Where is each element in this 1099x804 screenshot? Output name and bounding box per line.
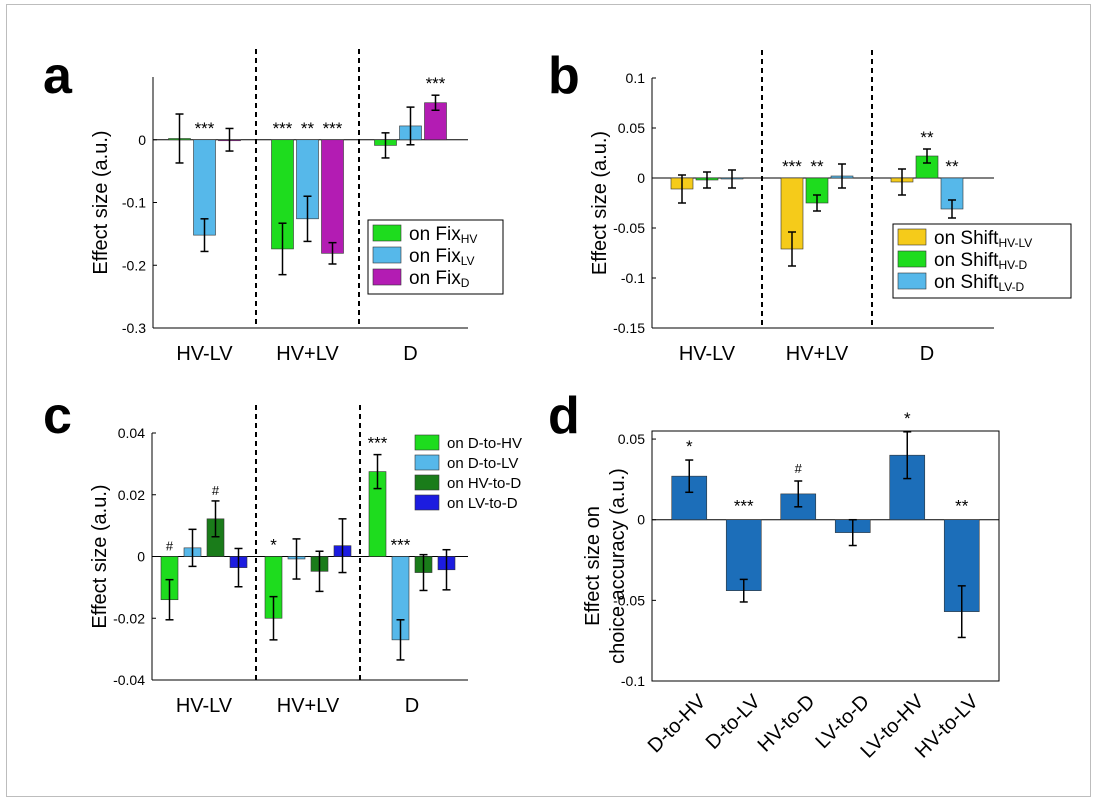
y-tick-label: 0 <box>637 170 645 186</box>
y-tick-label: 0 <box>138 132 146 148</box>
y-tick-label: -0.04 <box>113 672 145 688</box>
y-tick-label: -0.1 <box>122 195 146 211</box>
legend-label: on FixHV <box>409 224 477 246</box>
y-tick-label: -0.15 <box>613 320 645 336</box>
x-tick-label: HV-LV <box>679 343 736 365</box>
x-tick-label: HV-to-D <box>754 691 820 757</box>
legend-swatch <box>372 246 402 264</box>
y-tick-label: -0.2 <box>122 257 146 273</box>
panel-letter-b: b <box>548 47 580 105</box>
legend-swatch <box>414 454 440 471</box>
significance-mark: # <box>212 483 220 498</box>
significance-mark: * <box>270 536 277 555</box>
significance-mark: *** <box>391 536 411 555</box>
y-tick-label: -0.1 <box>621 270 645 286</box>
panel-a: 0 -0.1 -0.2 -0.3 Effect size (a.u.) HV-LV *** H… <box>90 49 504 365</box>
significance-mark: ** <box>301 119 315 138</box>
significance-mark: *** <box>426 74 446 93</box>
x-tick-label: HV+LV <box>786 343 849 365</box>
significance-mark: *** <box>273 119 293 138</box>
y-tick-label: 0 <box>637 512 645 528</box>
legend-swatch <box>414 434 440 451</box>
y-tick-label: 0.02 <box>118 487 145 503</box>
panel-letter-c: c <box>43 387 72 445</box>
legend-swatch <box>414 494 440 511</box>
panel-d: 0.05 0 -0.05 -0.1 Effect size on choice accur… <box>582 409 1000 762</box>
legend-label: on D-to-LV <box>447 455 518 472</box>
y-axis-label: choice accuracy (a.u.) <box>607 468 629 664</box>
y-tick-label: 0 <box>137 549 145 565</box>
significance-mark: *** <box>323 119 343 138</box>
legend-label: on LV-to-D <box>447 495 518 512</box>
x-tick-label: HV+LV <box>276 343 339 365</box>
legend-swatch <box>372 268 402 286</box>
legend-swatch <box>414 474 440 491</box>
significance-mark: # <box>166 539 174 554</box>
x-tick-label: HV+LV <box>277 695 340 717</box>
y-tick-label: 0.1 <box>626 70 646 86</box>
significance-mark: *** <box>734 497 754 516</box>
x-tick-label: D <box>405 695 419 717</box>
significance-mark: *** <box>782 157 802 176</box>
significance-mark: *** <box>195 119 215 138</box>
legend-label: on FixD <box>409 268 470 290</box>
legend-swatch <box>372 224 402 242</box>
y-tick-label: -0.1 <box>621 673 645 689</box>
panel-letter-a: a <box>43 47 73 105</box>
y-tick-label: -0.05 <box>613 220 645 236</box>
significance-mark: ** <box>920 128 934 147</box>
y-tick-label: 0.05 <box>618 431 645 447</box>
figure-canvas: a b c d 0 -0.1 -0.2 -0.3 Effect size (a.u.) H… <box>43 47 1072 762</box>
significance-mark: ** <box>945 157 959 176</box>
legend-label: on D-to-HV <box>447 435 522 452</box>
panel-letter-d: d <box>548 387 580 445</box>
figure-frame: a b c d 0 -0.1 -0.2 -0.3 Effect size (a.u.) H… <box>6 4 1091 797</box>
x-tick-label: HV-LV <box>176 695 233 717</box>
x-tick-label: HV-LV <box>176 343 233 365</box>
bar <box>321 139 344 254</box>
legend-swatch <box>897 228 927 246</box>
y-axis-label: Effect size on <box>582 506 604 626</box>
significance-mark: * <box>686 437 693 456</box>
significance-mark: ** <box>810 157 824 176</box>
y-axis-label: Effect size (a.u.) <box>89 484 111 628</box>
y-axis-label: Effect size (a.u.) <box>90 130 112 274</box>
y-tick-label: 0.05 <box>618 120 645 136</box>
y-tick-label: 0.04 <box>118 425 145 441</box>
legend-label: on HV-to-D <box>447 475 521 492</box>
significance-mark: ** <box>955 497 969 516</box>
panel-b: 0.1 0.05 0 -0.05 -0.1 -0.15 Effect size (a.u.)… <box>589 50 1072 365</box>
legend-swatch <box>897 250 927 268</box>
x-tick-label: D <box>403 343 417 365</box>
y-tick-label: -0.02 <box>113 610 145 626</box>
x-tick-label: D <box>920 343 934 365</box>
significance-mark: * <box>904 409 911 428</box>
panel-c: 0.04 0.02 0 -0.02 -0.04 Effect size (a.u.) HV-… <box>89 405 522 717</box>
significance-mark: *** <box>368 434 388 453</box>
y-tick-label: -0.05 <box>613 592 645 608</box>
significance-mark: # <box>795 461 803 476</box>
y-axis-label: Effect size (a.u.) <box>589 131 611 275</box>
x-tick-label: D-to-HV <box>644 690 711 757</box>
legend-label: on FixLV <box>409 246 475 268</box>
legend-swatch <box>897 272 927 290</box>
y-tick-label: -0.3 <box>122 320 146 336</box>
